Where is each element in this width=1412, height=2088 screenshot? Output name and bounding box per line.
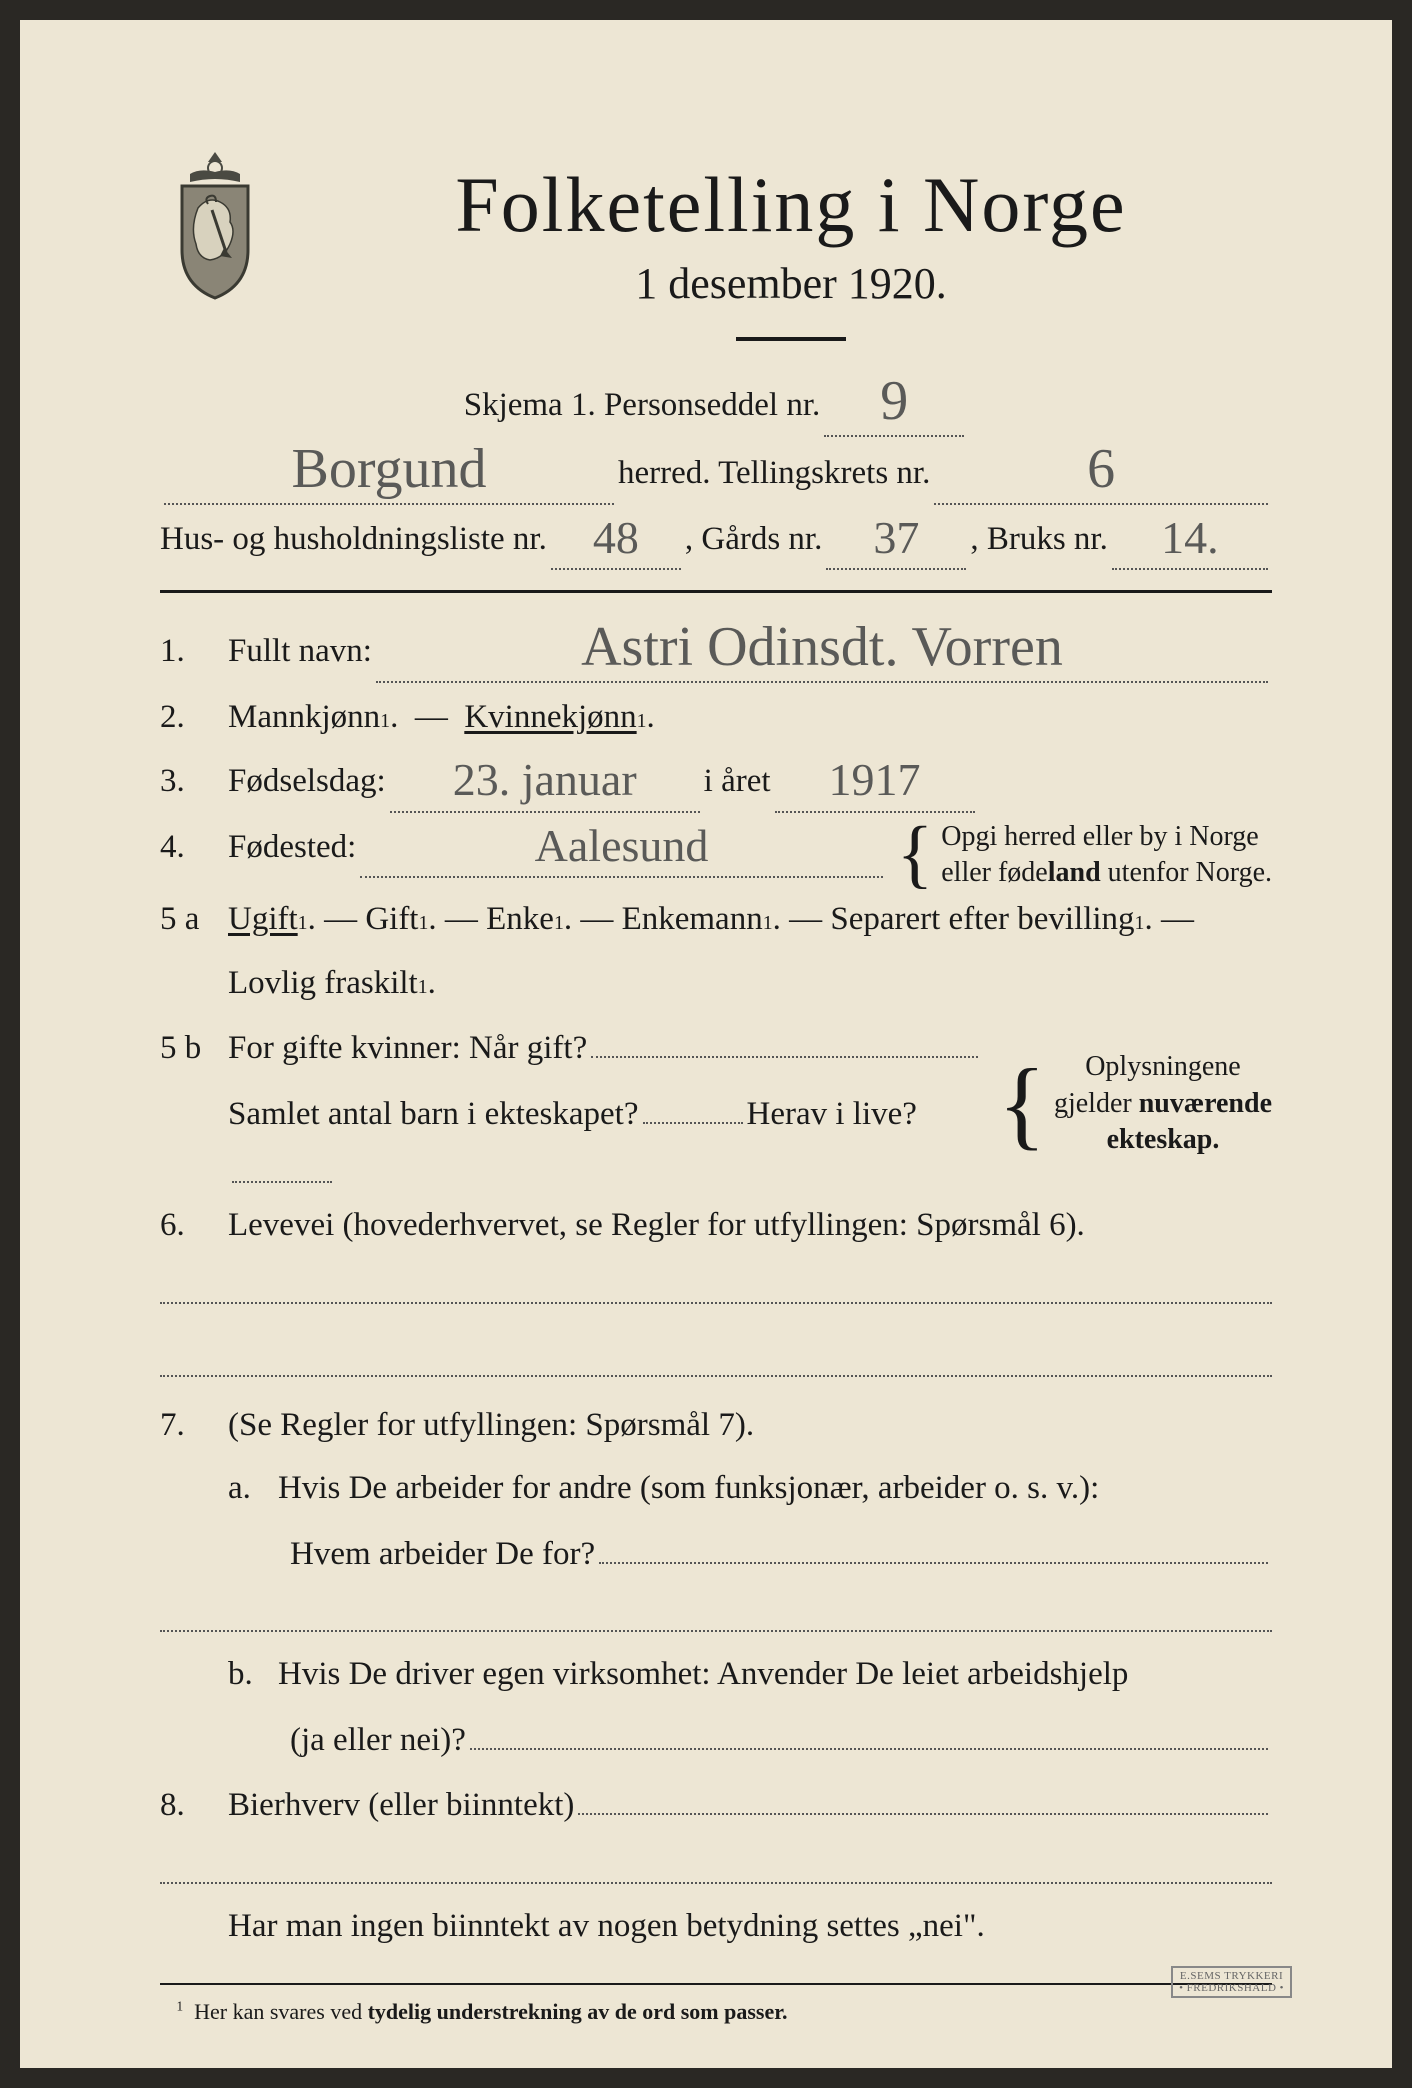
q7b-text1: Hvis De driver egen virksomhet: Anvender… [278, 1646, 1128, 1704]
stamp-l2: • FREDRIKSHALD • [1179, 1982, 1284, 1994]
q5b-note: { Oplysningene gjelder nuværende ekteska… [998, 1049, 1272, 1158]
q2-num: 2. [160, 689, 228, 747]
personseddel-nr: 9 [824, 379, 964, 424]
q5b-note-l3: ekteskap. [1054, 1122, 1272, 1158]
tellingskrets-nr: 6 [934, 447, 1268, 492]
q6: 6. Levevei (hovederhvervet, se Regler fo… [160, 1197, 1272, 1255]
q7b-text2: (ja eller nei)? [290, 1712, 466, 1770]
q3-label: Fødselsdag: [228, 753, 386, 811]
q7b-l2: (ja eller nei)? [160, 1710, 1272, 1769]
herred-line: Borgund herred. Tellingskrets nr. 6 [160, 443, 1272, 505]
q2: 2. Mannkjønn1. — Kvinnekjønn1. [160, 689, 1272, 747]
skjema-label: Skjema 1. Personseddel nr. [464, 377, 821, 435]
q5b-l2b: Herav i live? [747, 1086, 917, 1144]
header: Folketelling i Norge 1 desember 1920. [160, 150, 1272, 365]
q7a-fill [160, 1589, 1272, 1632]
q2-male: Mannkjønn [228, 689, 380, 747]
q5a-l1: 5 a Ugift1. — Gift1. — Enke1. — Enkemann… [160, 891, 1272, 949]
title-divider [736, 337, 846, 341]
q4: 4. Fødested: Aalesund { Opgi herred elle… [160, 819, 1272, 892]
birth-day: 23. januar [390, 762, 700, 799]
hus-line: Hus- og husholdningsliste nr. 48 , Gårds… [160, 511, 1272, 571]
q3: 3. Fødselsdag: 23. januar i året 1917 [160, 753, 1272, 813]
sup: 1 [380, 704, 390, 739]
q5a-num: 5 a [160, 891, 228, 949]
q7: 7. (Se Regler for utfyllingen: Spørsmål … [160, 1397, 1272, 1455]
q2-female: Kvinnekjønn [464, 689, 636, 747]
q1: 1. Fullt navn: Astri Odinsdt. Vorren [160, 621, 1272, 683]
q1-num: 1. [160, 623, 228, 681]
bruks-nr: 14. [1112, 520, 1268, 557]
q7a-l2: Hvem arbeider De for? [160, 1524, 1272, 1583]
herred-label: herred. Tellingskrets nr. [618, 445, 930, 503]
q6-fill2 [160, 1334, 1272, 1377]
footnote-text-b: tydelig understrekning av de ord som pas… [368, 1999, 788, 2024]
opt-gift: Gift [365, 891, 418, 949]
opt-fraskilt: Lovlig fraskilt [228, 955, 418, 1013]
q5b-l1: For gifte kvinner: Når gift? [228, 1020, 587, 1078]
opt-enkemann: Enkemann [622, 891, 763, 949]
q5b-num: 5 b [160, 1020, 228, 1078]
q1-label: Fullt navn: [228, 623, 372, 681]
q5b-l2a: Samlet antal barn i ekteskapet? [228, 1086, 639, 1144]
q4-note-l1: Opgi herred eller by i Norge [941, 819, 1272, 855]
footnote-text-a: Her kan svares ved [194, 1999, 368, 2024]
full-name: Astri Odinsdt. Vorren [376, 625, 1268, 670]
hus-label1: Hus- og husholdningsliste nr. [160, 511, 547, 569]
q5a-l2: Lovlig fraskilt1. [160, 955, 1272, 1013]
q8: 8. Bierhverv (eller biinntekt) [160, 1775, 1272, 1834]
opt-separert: Separert efter bevilling [830, 891, 1134, 949]
q4-label: Fødested: [228, 819, 356, 877]
q6-fill1 [160, 1261, 1272, 1304]
q4-num: 4. [160, 819, 228, 877]
q7a-label: a. [228, 1460, 278, 1518]
subtitle: 1 desember 1920. [310, 258, 1272, 309]
q3-mid: i året [704, 753, 771, 811]
q7b-label: b. [228, 1646, 278, 1704]
q8-label: Bierhverv (eller biinntekt) [228, 1777, 574, 1835]
q7-num: 7. [160, 1397, 228, 1455]
gards-nr: 37 [826, 520, 966, 557]
footnote-num: 1 [177, 1999, 184, 2014]
skjema-line: Skjema 1. Personseddel nr. 9 [160, 375, 1272, 437]
form-body: Skjema 1. Personseddel nr. 9 Borgund her… [160, 375, 1272, 2032]
census-form-page: Folketelling i Norge 1 desember 1920. Sk… [20, 20, 1392, 2068]
q3-num: 3. [160, 753, 228, 811]
q7a-l1: a. Hvis De arbeider for andre (som funks… [160, 1460, 1272, 1518]
q8-num: 8. [160, 1777, 228, 1835]
q7a-text1: Hvis De arbeider for andre (som funksjon… [278, 1460, 1099, 1518]
brace-icon: { [998, 1064, 1046, 1144]
printer-stamp: E.SEMS TRYKKERI • FREDRIKSHALD • [1171, 1966, 1292, 1998]
hus-label3: , Bruks nr. [970, 511, 1108, 569]
q4-note-l2: eller fødeland utenfor Norge. [941, 855, 1272, 891]
q4-note: { Opgi herred eller by i Norge eller fød… [897, 819, 1272, 892]
herred-value: Borgund [164, 447, 614, 492]
q8-fill [160, 1841, 1272, 1884]
q5b-note-l2: gjelder nuværende [1054, 1086, 1272, 1122]
q7a-text2: Hvem arbeider De for? [290, 1526, 595, 1584]
q6-num: 6. [160, 1197, 228, 1255]
divider-1 [160, 590, 1272, 593]
stamp-l1: E.SEMS TRYKKERI [1179, 1970, 1284, 1982]
hus-label2: , Gårds nr. [685, 511, 822, 569]
title-block: Folketelling i Norge 1 desember 1920. [310, 150, 1272, 365]
opt-ugift: Ugift [228, 891, 298, 949]
birth-year: 1917 [775, 762, 975, 799]
hus-nr: 48 [551, 520, 681, 557]
main-title: Folketelling i Norge [310, 160, 1272, 250]
q5b: 5 b For gifte kvinner: Når gift? Samlet … [160, 1019, 1272, 1189]
birthplace: Aalesund [360, 828, 882, 865]
q6-text: Levevei (hovederhvervet, se Regler for u… [228, 1197, 1085, 1255]
opt-enke: Enke [486, 891, 554, 949]
q7b-l1: b. Hvis De driver egen virksomhet: Anven… [160, 1646, 1272, 1704]
footnote: 1 Her kan svares ved tydelig understrekn… [160, 1983, 1272, 2032]
q5b-note-l1: Oplysningene [1054, 1049, 1272, 1085]
footer-note: Har man ingen biinntekt av nogen betydni… [160, 1898, 1272, 1956]
coat-of-arms-icon [160, 150, 270, 300]
sep: — [415, 689, 448, 747]
q7-text: (Se Regler for utfyllingen: Spørsmål 7). [228, 1397, 754, 1455]
brace-icon: { [897, 824, 933, 885]
